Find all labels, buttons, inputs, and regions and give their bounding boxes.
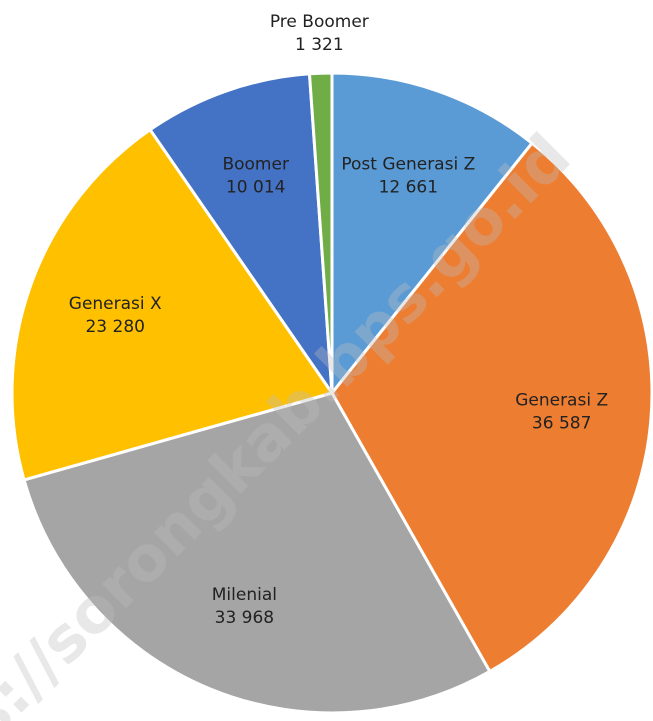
slices [10,71,653,715]
slice-label: Milenial [212,585,277,605]
pie-slice [330,71,535,398]
slice-value: 23 280 [85,317,144,337]
slice-value: 33 968 [215,608,274,628]
slice-value: 1 321 [295,35,344,55]
labels: Post Generasi Z 12 661 Generasi Z 36 587 Mil… [69,12,608,628]
pie-slice [10,127,335,482]
slice-value: 36 587 [532,413,591,433]
slice-value: 10 014 [226,178,285,198]
pie-slice [22,391,492,715]
pie-slice [148,72,334,399]
slice-label: Boomer [222,155,288,175]
slice-label: Pre Boomer [270,12,369,32]
slice-label: Post Generasi Z [341,155,475,175]
slice-label: Generasi Z [515,390,608,410]
pie-slice [330,141,653,674]
slice-value: 12 661 [379,178,438,198]
pie-slice [307,71,334,394]
slice-label: Generasi X [69,294,162,314]
